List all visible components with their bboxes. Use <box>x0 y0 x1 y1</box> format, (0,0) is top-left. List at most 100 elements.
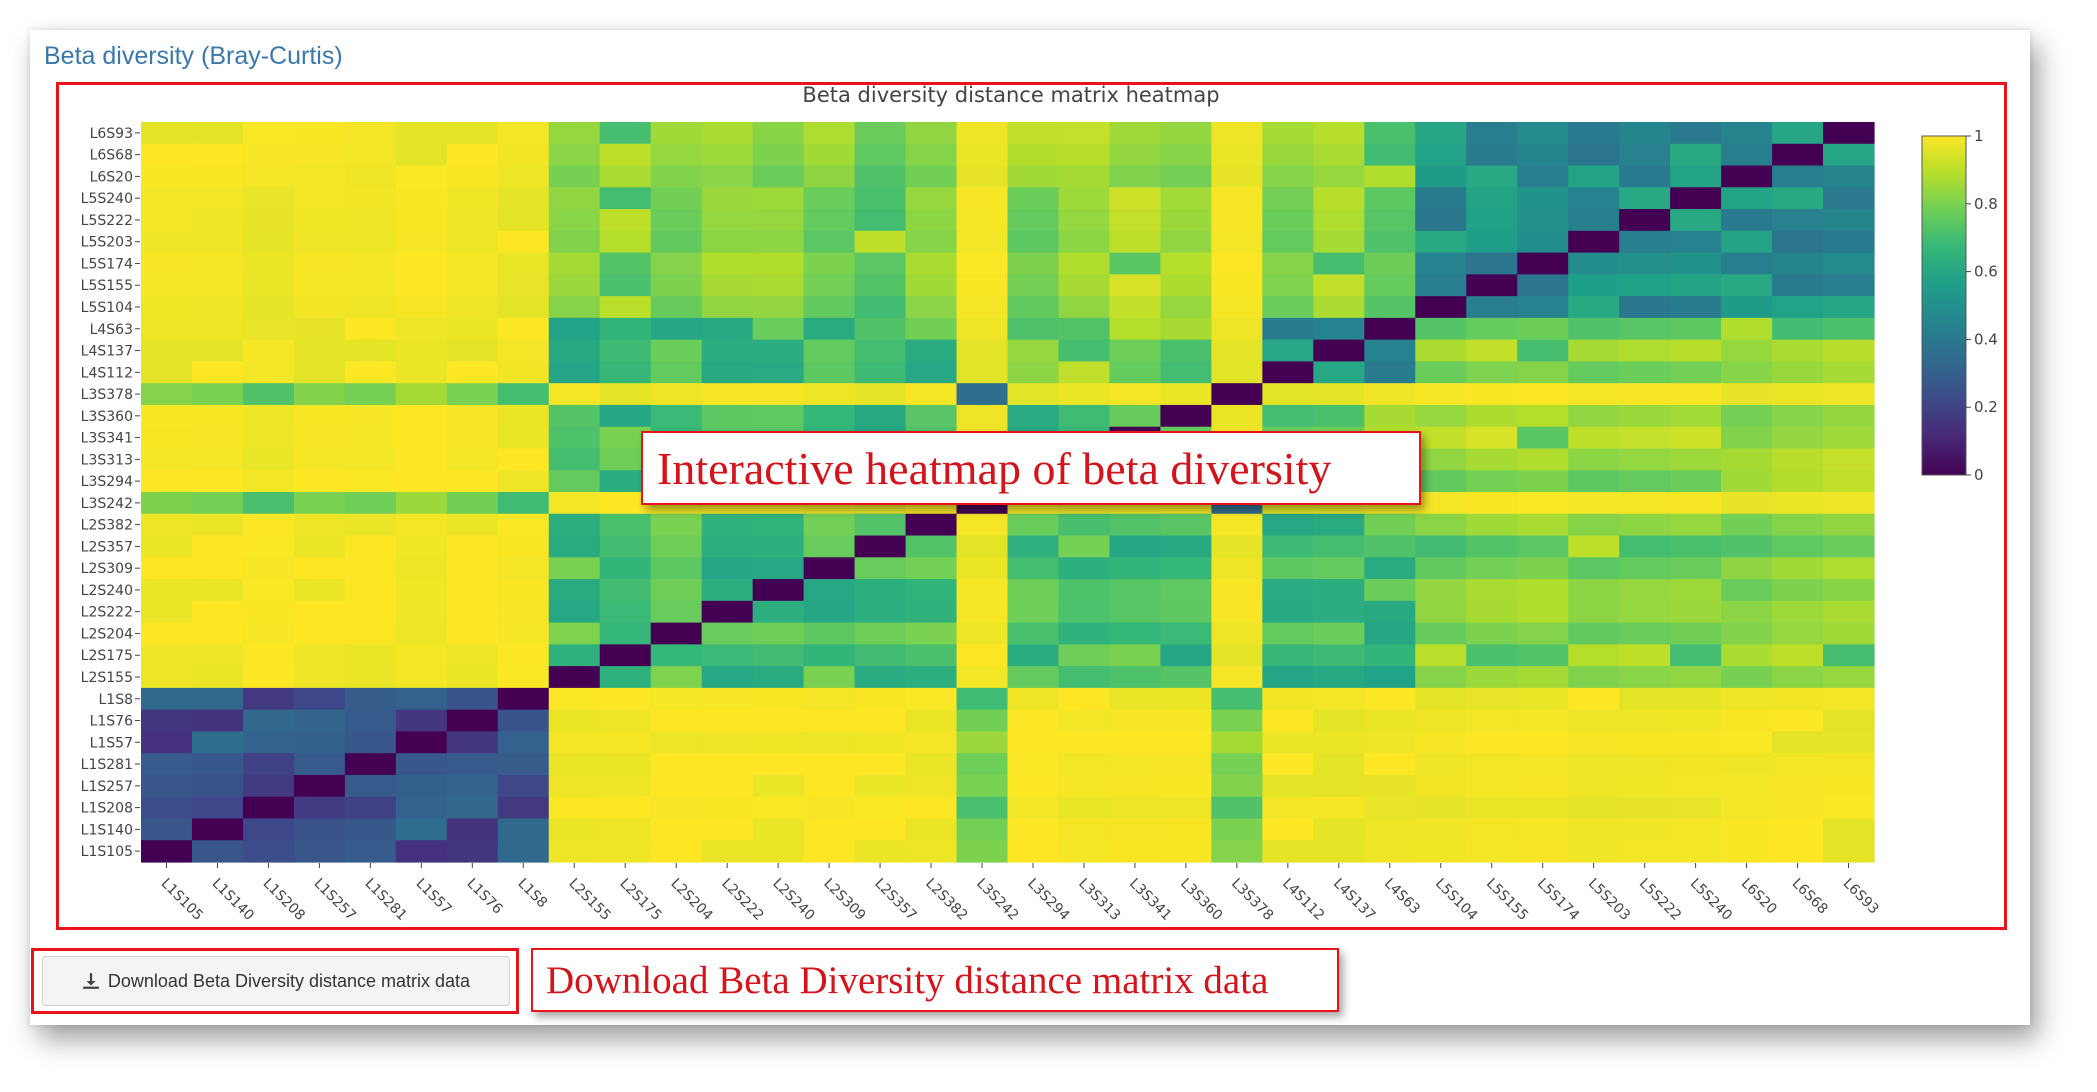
heatmap-cell[interactable] <box>1517 579 1569 602</box>
heatmap-cell[interactable] <box>344 448 397 471</box>
heatmap-cell[interactable] <box>599 274 652 297</box>
heatmap-cell[interactable] <box>1262 143 1314 167</box>
heatmap-cell[interactable] <box>803 404 856 428</box>
heatmap-cell[interactable] <box>1415 774 1467 798</box>
heatmap-cell[interactable] <box>191 579 244 602</box>
heatmap-cell[interactable] <box>1619 426 1671 450</box>
heatmap-cell[interactable] <box>497 600 550 624</box>
heatmap-cell[interactable] <box>395 470 448 493</box>
heatmap-cell[interactable] <box>1109 557 1162 580</box>
heatmap-cell[interactable] <box>344 709 397 733</box>
heatmap-cell[interactable] <box>1160 753 1212 776</box>
heatmap-cell[interactable] <box>701 339 754 363</box>
heatmap-cell[interactable] <box>1313 731 1365 754</box>
heatmap-cell[interactable] <box>497 470 550 493</box>
heatmap-cell[interactable] <box>1007 339 1060 363</box>
heatmap-cell[interactable] <box>497 644 550 667</box>
heatmap-cell[interactable] <box>497 252 550 275</box>
heatmap-cell[interactable] <box>446 470 499 493</box>
heatmap-cell[interactable] <box>293 492 346 515</box>
heatmap-cell[interactable] <box>1721 774 1773 798</box>
heatmap-cell[interactable] <box>803 513 856 537</box>
heatmap-cell[interactable] <box>1568 404 1620 428</box>
heatmap-cell[interactable] <box>1517 426 1569 450</box>
heatmap-cell[interactable] <box>497 361 550 384</box>
heatmap-cell[interactable] <box>395 165 448 188</box>
heatmap-cell[interactable] <box>599 122 652 145</box>
heatmap-cell[interactable] <box>1466 644 1518 667</box>
heatmap-cell[interactable] <box>803 339 856 363</box>
heatmap-cell[interactable] <box>1262 818 1314 841</box>
heatmap-cell[interactable] <box>1211 840 1263 863</box>
heatmap-cell[interactable] <box>1262 774 1314 798</box>
heatmap-cell[interactable] <box>446 230 499 254</box>
heatmap-cell[interactable] <box>854 622 907 645</box>
heatmap-cell[interactable] <box>1466 143 1518 167</box>
heatmap-cell[interactable] <box>395 687 448 711</box>
heatmap-cell[interactable] <box>752 818 805 841</box>
heatmap-cell[interactable] <box>803 165 856 188</box>
heatmap-cell[interactable] <box>1823 209 1875 232</box>
heatmap-cell[interactable] <box>1466 709 1518 733</box>
heatmap-cell[interactable] <box>1364 339 1416 363</box>
heatmap-cell[interactable] <box>854 731 907 754</box>
heatmap-cell[interactable] <box>191 426 244 450</box>
heatmap-cell[interactable] <box>293 709 346 733</box>
heatmap-cell[interactable] <box>1772 600 1824 624</box>
heatmap-cell[interactable] <box>1415 753 1467 776</box>
heatmap-cell[interactable] <box>1211 666 1263 689</box>
heatmap-cell[interactable] <box>752 687 805 711</box>
heatmap-cell[interactable] <box>956 296 1009 319</box>
heatmap-cell[interactable] <box>1007 404 1060 428</box>
heatmap-cell[interactable] <box>1568 600 1620 624</box>
heatmap-cell[interactable] <box>905 252 958 275</box>
heatmap-cell[interactable] <box>1058 187 1111 210</box>
heatmap-cell[interactable] <box>905 513 958 537</box>
heatmap-cell[interactable] <box>191 339 244 363</box>
heatmap-cell[interactable] <box>854 317 907 341</box>
heatmap-cell[interactable] <box>1517 666 1569 689</box>
heatmap-cell[interactable] <box>1262 579 1314 602</box>
heatmap-cell[interactable] <box>1160 143 1212 167</box>
heatmap-cell[interactable] <box>141 143 193 167</box>
heatmap-cell[interactable] <box>599 753 652 776</box>
heatmap-cell[interactable] <box>650 796 703 820</box>
heatmap-cell[interactable] <box>1415 731 1467 754</box>
heatmap-cell[interactable] <box>650 666 703 689</box>
heatmap-cell[interactable] <box>1415 339 1467 363</box>
heatmap-cell[interactable] <box>395 448 448 471</box>
heatmap-cell[interactable] <box>1823 492 1875 515</box>
heatmap-cell[interactable] <box>1721 579 1773 602</box>
heatmap-cell[interactable] <box>1058 339 1111 363</box>
heatmap-cell[interactable] <box>1772 252 1824 275</box>
heatmap-cell[interactable] <box>854 818 907 841</box>
heatmap-cell[interactable] <box>344 187 397 210</box>
heatmap-cell[interactable] <box>548 600 601 624</box>
heatmap-cell[interactable] <box>956 404 1009 428</box>
heatmap-cell[interactable] <box>1211 252 1263 275</box>
heatmap-cell[interactable] <box>1721 492 1773 515</box>
heatmap-cell[interactable] <box>1517 339 1569 363</box>
heatmap-cell[interactable] <box>854 774 907 798</box>
heatmap-cell[interactable] <box>344 470 397 493</box>
heatmap-cell[interactable] <box>1670 622 1722 645</box>
heatmap-cell[interactable] <box>599 731 652 754</box>
heatmap-cell[interactable] <box>1364 666 1416 689</box>
heatmap-cell[interactable] <box>956 187 1009 210</box>
heatmap-cell[interactable] <box>956 317 1009 341</box>
heatmap-cell[interactable] <box>599 840 652 863</box>
heatmap-cell[interactable] <box>1517 557 1569 580</box>
heatmap-cell[interactable] <box>446 143 499 167</box>
heatmap-cell[interactable] <box>650 622 703 645</box>
heatmap-cell[interactable] <box>1772 274 1824 297</box>
heatmap-cell[interactable] <box>650 687 703 711</box>
heatmap-cell[interactable] <box>242 339 295 363</box>
heatmap-cell[interactable] <box>548 361 601 384</box>
heatmap-cell[interactable] <box>548 774 601 798</box>
heatmap-cell[interactable] <box>905 579 958 602</box>
heatmap-cell[interactable] <box>1364 513 1416 537</box>
heatmap-cell[interactable] <box>395 644 448 667</box>
heatmap-cell[interactable] <box>344 143 397 167</box>
heatmap-cell[interactable] <box>1517 274 1569 297</box>
